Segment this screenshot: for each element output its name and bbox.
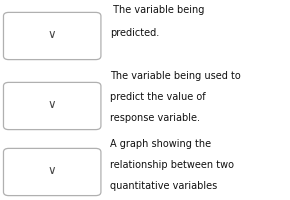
FancyBboxPatch shape <box>3 82 101 130</box>
Text: relationship between two: relationship between two <box>110 160 234 170</box>
Text: The variable being: The variable being <box>110 5 204 15</box>
Text: ∨: ∨ <box>48 98 57 112</box>
FancyBboxPatch shape <box>3 12 101 60</box>
Text: quantitative variables: quantitative variables <box>110 181 218 191</box>
Text: A graph showing the: A graph showing the <box>110 139 211 149</box>
Text: predict the value of: predict the value of <box>110 92 206 102</box>
Text: predicted.: predicted. <box>110 28 160 38</box>
Text: ∨: ∨ <box>48 28 57 42</box>
Text: response variable.: response variable. <box>110 113 200 123</box>
Text: The variable being used to: The variable being used to <box>110 71 241 81</box>
Text: ∨: ∨ <box>48 164 57 178</box>
FancyBboxPatch shape <box>3 148 101 196</box>
